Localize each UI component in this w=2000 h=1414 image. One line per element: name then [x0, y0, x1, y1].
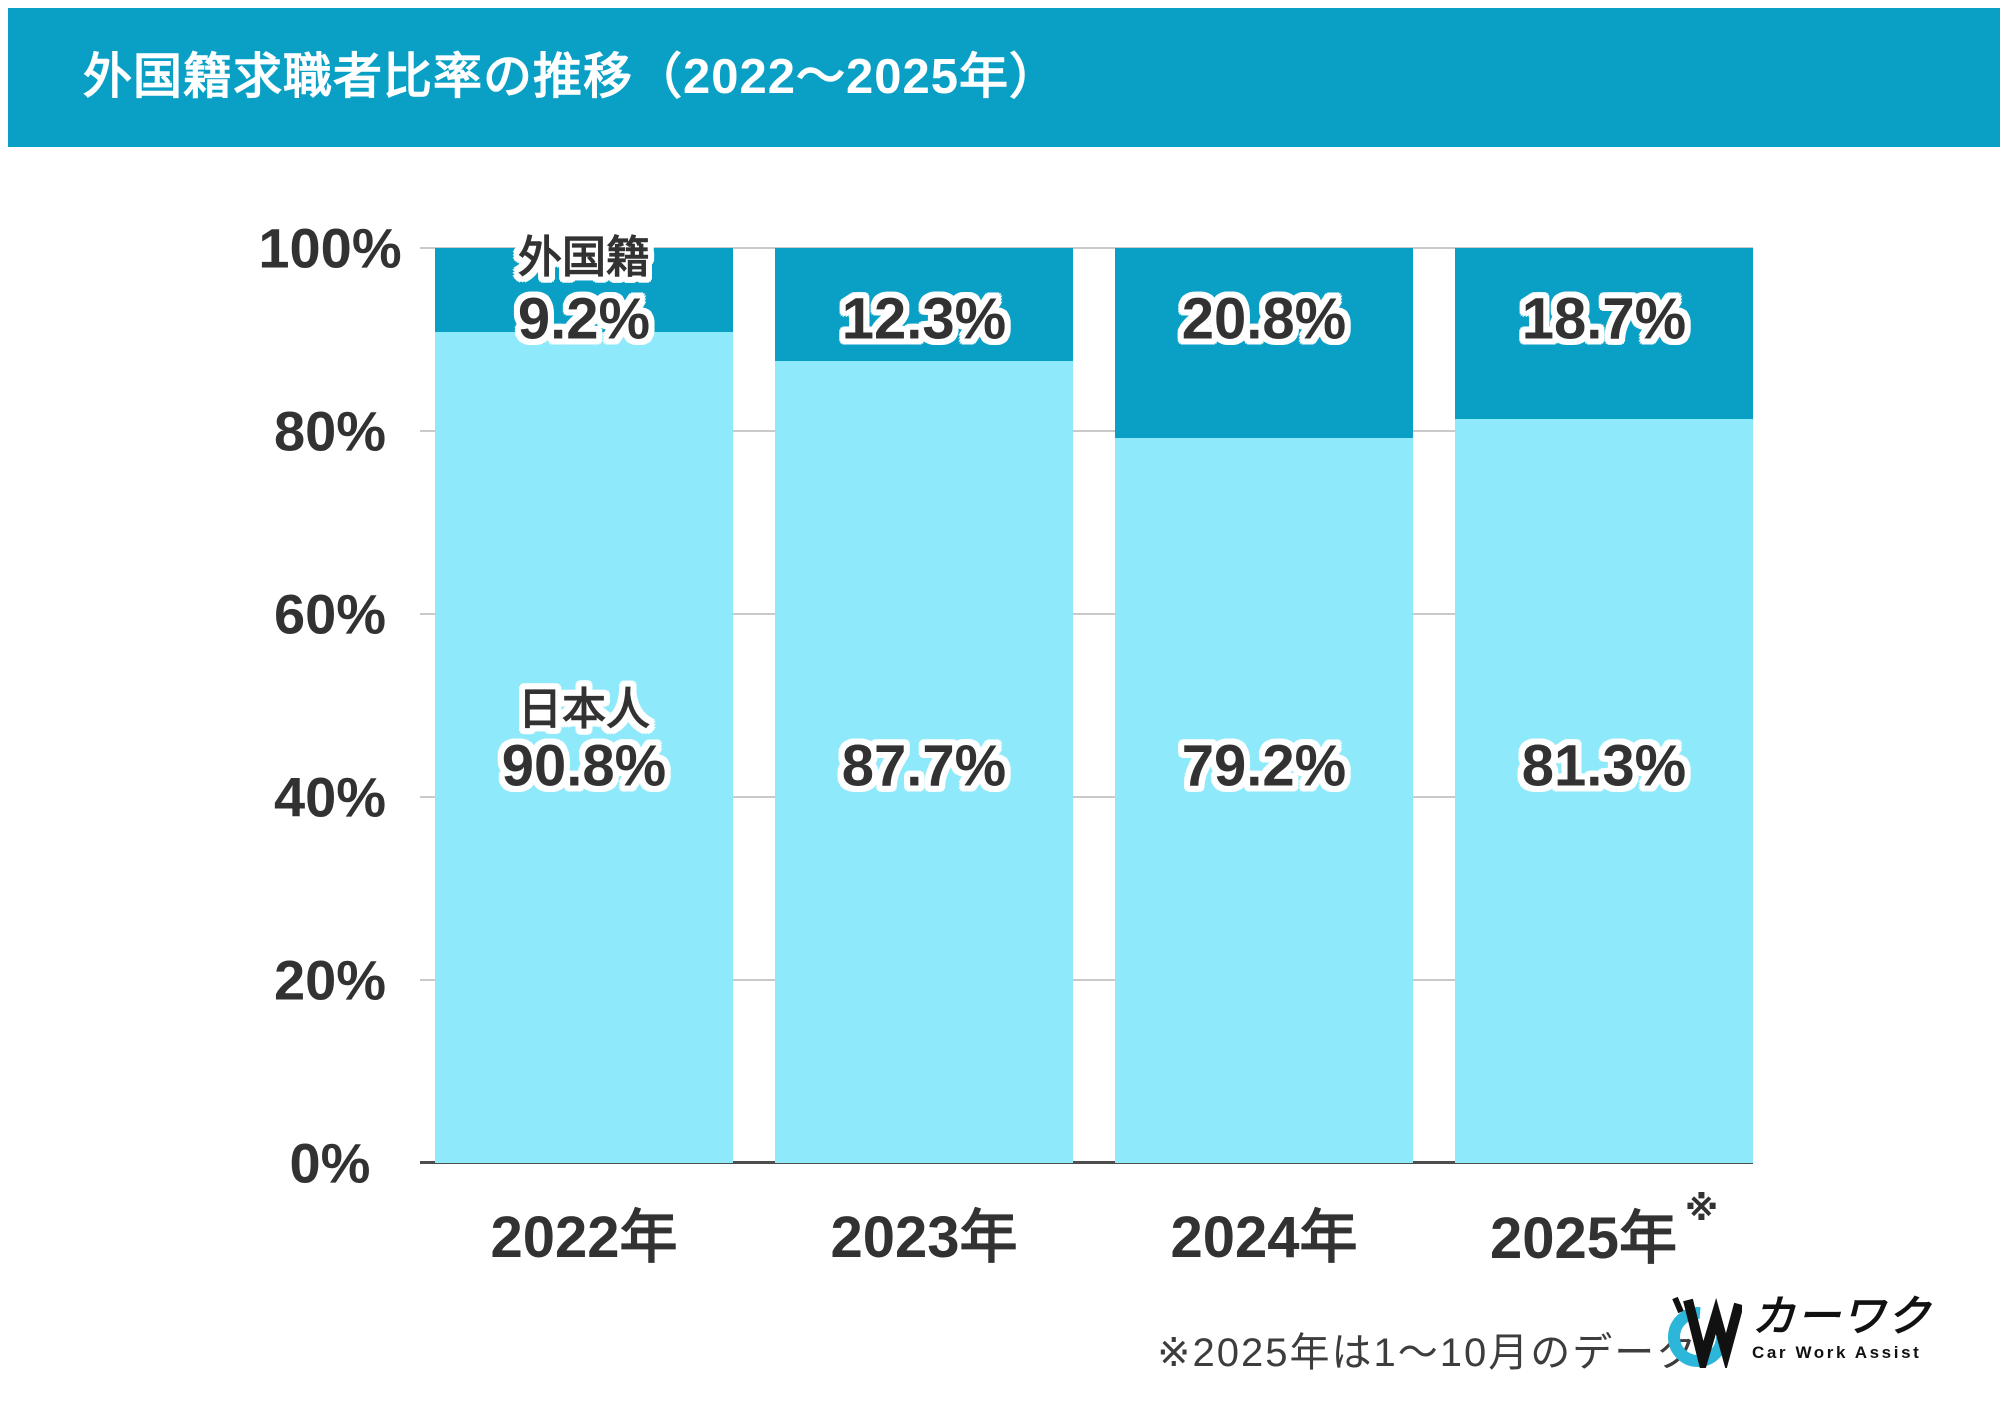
- bar-segment-日本人: [1455, 419, 1753, 1163]
- title-bar: 外国籍求職者比率の推移（2022～2025年）: [8, 8, 2000, 147]
- value-label-日本人: 81.3%: [1521, 733, 1687, 799]
- series-label-外国籍: 外国籍: [518, 233, 650, 282]
- bar-segment-外国籍: [1115, 248, 1413, 439]
- y-tick-80pct: 80%: [273, 399, 387, 463]
- cw-logo-icon: [1668, 1296, 1742, 1368]
- logo-text: カーワク Car Work Assist: [1752, 1294, 1932, 1363]
- value-label-外国籍: 9.2%: [517, 286, 651, 352]
- y-tick-0pct: 0%: [289, 1131, 371, 1195]
- gridline-100: [420, 247, 1753, 249]
- y-tick-60pct: 60%: [273, 582, 387, 646]
- bar-2024年: 20.8% 79.2%: [1115, 248, 1413, 1163]
- brand-logo: カーワク Car Work Assist: [1668, 1294, 1932, 1368]
- x-tick-2025年: 2025年 ※: [1489, 1190, 1719, 1271]
- logo-brand-name: カーワク: [1752, 1293, 1932, 1341]
- x-tick-2022年: 2022年: [490, 1205, 678, 1270]
- gridline-20: [420, 979, 1753, 981]
- page-title: 外国籍求職者比率の推移（2022～2025年）: [83, 50, 1060, 104]
- value-label-日本人: 87.7%: [841, 733, 1007, 799]
- value-label-外国籍: 20.8%: [1181, 286, 1347, 352]
- value-label-日本人: 90.8%: [501, 733, 667, 799]
- value-label-日本人: 79.2%: [1181, 733, 1347, 799]
- bar-segment-日本人: [435, 332, 733, 1163]
- bar-2023年: 12.3% 87.7%: [775, 248, 1073, 1163]
- gridline-60: [420, 613, 1753, 615]
- gridline-40: [420, 796, 1753, 798]
- bar-segment-外国籍: [1455, 248, 1753, 420]
- bar-segment-外国籍: [775, 248, 1073, 361]
- bar-2025年: 18.7% 81.3%: [1455, 248, 1753, 1163]
- series-label-日本人: 日本人: [518, 685, 650, 734]
- y-tick-40pct: 40%: [273, 765, 387, 829]
- bar-segment-外国籍: [435, 248, 733, 333]
- gridline-80: [420, 430, 1753, 432]
- footnote: ※2025年は1～10月のデータ: [1157, 1331, 1699, 1375]
- logo-subtitle: Car Work Assist: [1752, 1343, 1922, 1362]
- plot-area: 外国籍日本人 9.2% 90.8% 12.3% 87.7% 20.8% 79.2% 18.7%…: [420, 233, 1753, 1164]
- footnote-marker: ※: [1684, 1190, 1719, 1228]
- x-tick-2024年: 2024年: [1170, 1205, 1358, 1270]
- value-label-外国籍: 18.7%: [1521, 286, 1687, 352]
- bar-2022年: 外国籍日本人 9.2% 90.8%: [435, 233, 733, 1163]
- y-tick-20pct: 20%: [273, 948, 387, 1012]
- bar-segment-日本人: [1115, 438, 1413, 1163]
- x-tick-2023年: 2023年: [830, 1205, 1018, 1270]
- value-label-外国籍: 12.3%: [841, 286, 1007, 352]
- bar-segment-日本人: [775, 360, 1073, 1163]
- y-tick-100pct: 100%: [258, 216, 402, 280]
- x-axis-line: [420, 1161, 1753, 1164]
